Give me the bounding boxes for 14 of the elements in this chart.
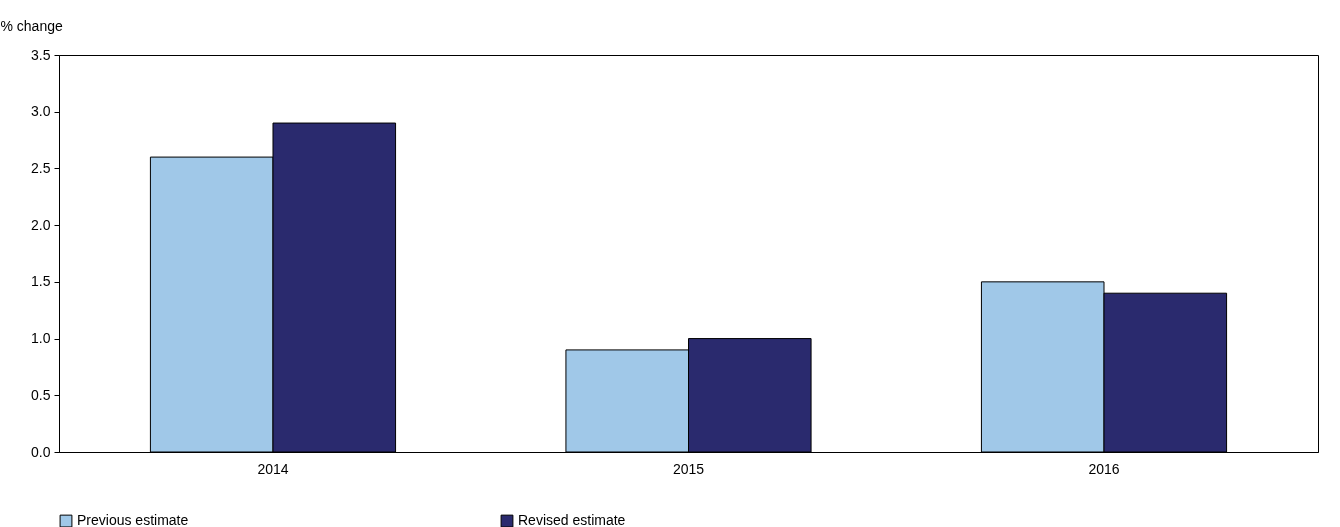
y-axis-title: % change: [0, 17, 63, 34]
x-tick-label: 2015: [672, 460, 705, 477]
x-tick-label: 2014: [257, 460, 289, 477]
legend-label: Previous estimate: [77, 512, 189, 527]
y-tick-label: 1.5: [31, 273, 51, 290]
y-tick-label: 3.0: [31, 103, 51, 120]
y-tick-label: 2.5: [31, 159, 51, 176]
y-tick-label: 0.5: [31, 386, 51, 403]
y-tick-label: 3.5: [31, 46, 51, 63]
y-tick-label: 0.0: [31, 443, 51, 460]
y-tick-label: 2.0: [31, 216, 51, 233]
y-tick-label: 1.0: [31, 330, 51, 347]
x-tick-label: 2016: [1088, 460, 1120, 477]
legend-label: Revised estimate: [518, 512, 626, 527]
